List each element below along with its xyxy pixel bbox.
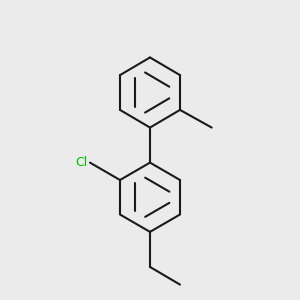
- Text: Cl: Cl: [75, 156, 87, 169]
